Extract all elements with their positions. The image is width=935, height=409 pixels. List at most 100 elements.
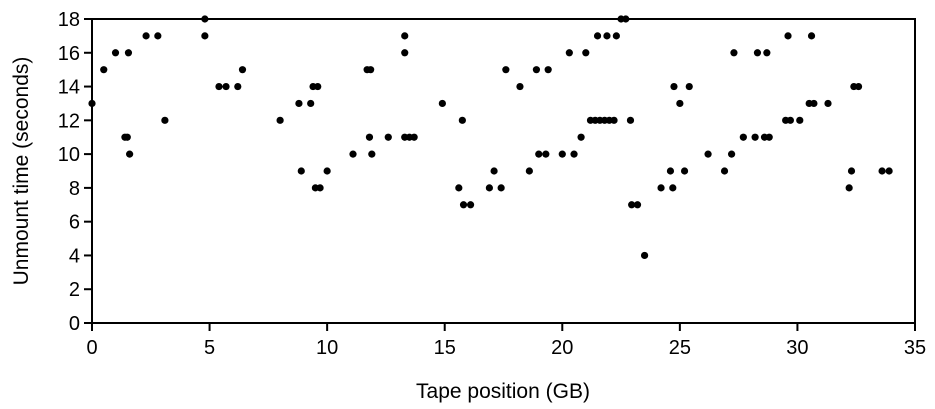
data-point — [459, 201, 468, 209]
data-point — [126, 150, 134, 158]
x-tick-label: 35 — [904, 337, 926, 359]
data-point — [765, 133, 773, 141]
data-point — [111, 49, 120, 57]
data-point — [763, 49, 771, 57]
data-point — [786, 116, 794, 124]
data-point — [885, 167, 893, 175]
x-tick-label: 30 — [786, 337, 808, 359]
data-point — [796, 116, 804, 124]
data-point — [753, 49, 762, 57]
data-point — [485, 184, 493, 192]
y-tick-label: 14 — [58, 77, 80, 99]
data-point — [544, 66, 552, 74]
data-point — [384, 133, 392, 141]
data-point — [490, 167, 498, 175]
y-axis-label: Unmount time (seconds) — [10, 57, 33, 286]
data-point — [720, 167, 729, 175]
data-point — [670, 82, 678, 91]
data-point — [847, 167, 856, 175]
data-point — [680, 167, 689, 175]
data-point — [124, 49, 133, 57]
data-point — [323, 167, 331, 175]
data-point — [535, 150, 543, 158]
data-point — [314, 82, 322, 91]
data-point — [123, 133, 131, 141]
data-point — [603, 32, 611, 40]
data-point — [612, 32, 620, 40]
y-tick-label: 12 — [58, 110, 80, 132]
data-point — [854, 82, 863, 91]
data-point — [704, 150, 712, 158]
data-point — [100, 66, 108, 74]
data-point — [558, 150, 566, 158]
x-tick-label: 0 — [86, 337, 97, 359]
data-point — [657, 184, 665, 192]
data-point — [628, 201, 636, 209]
data-point — [295, 99, 303, 108]
data-point — [845, 184, 853, 192]
x-axis-label: Tape position (GB) — [416, 380, 590, 403]
y-tick-label: 18 — [58, 9, 80, 31]
data-point — [784, 32, 792, 40]
data-point — [497, 184, 505, 192]
data-point — [222, 82, 230, 91]
y-tick-label: 6 — [69, 212, 80, 234]
data-point — [307, 99, 315, 108]
data-point — [525, 167, 533, 175]
data-point — [349, 150, 357, 158]
y-tick-label: 4 — [69, 245, 80, 267]
data-point — [154, 32, 162, 40]
data-point — [368, 150, 376, 158]
x-tick-label: 15 — [434, 337, 456, 359]
data-point — [367, 66, 375, 74]
data-point — [502, 66, 510, 74]
data-point — [565, 49, 573, 57]
y-tick-label: 8 — [69, 178, 80, 200]
data-point — [570, 150, 578, 158]
data-point — [593, 32, 602, 40]
data-point — [455, 184, 463, 192]
data-point — [316, 184, 324, 192]
plot-frame — [91, 18, 916, 324]
data-point — [810, 99, 818, 108]
data-point — [640, 251, 649, 260]
y-tick-label: 2 — [69, 279, 80, 301]
data-point — [633, 201, 642, 209]
data-point — [410, 133, 418, 141]
data-point — [401, 49, 409, 57]
data-point — [669, 184, 677, 192]
data-point — [676, 99, 684, 108]
data-point — [276, 116, 284, 124]
data-point — [516, 82, 524, 91]
data-point — [610, 116, 618, 124]
data-point — [438, 99, 446, 108]
data-point — [807, 32, 816, 40]
data-point — [142, 32, 150, 40]
data-point — [878, 167, 886, 175]
data-point — [234, 82, 242, 91]
data-point — [666, 167, 675, 175]
data-point — [466, 201, 475, 209]
data-point — [685, 82, 693, 91]
data-point — [201, 32, 209, 40]
data-point — [730, 49, 738, 57]
x-tick-label: 25 — [669, 337, 691, 359]
y-tick-label: 10 — [58, 144, 80, 166]
data-point — [577, 133, 585, 141]
x-tick-label: 10 — [316, 337, 338, 359]
data-point — [751, 133, 759, 141]
x-tick-label: 5 — [204, 337, 215, 359]
data-point — [739, 133, 747, 141]
y-tick-label: 16 — [58, 43, 80, 65]
y-tick-label: 0 — [69, 313, 80, 335]
data-point — [458, 116, 466, 124]
data-point — [297, 167, 305, 175]
data-point — [215, 82, 223, 91]
x-tick-label: 20 — [551, 337, 573, 359]
data-point — [532, 66, 541, 74]
data-point — [542, 150, 550, 158]
data-point — [582, 49, 590, 57]
data-point — [824, 99, 832, 108]
data-point — [626, 116, 635, 124]
